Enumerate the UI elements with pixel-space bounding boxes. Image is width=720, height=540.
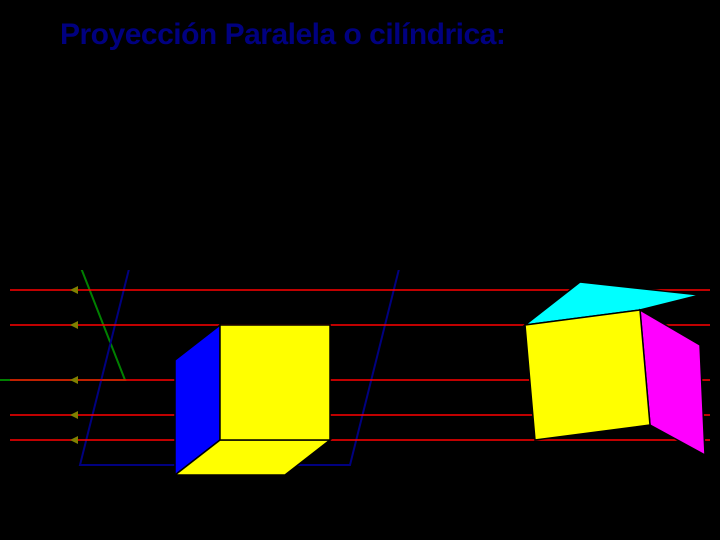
projection-diagram: [0, 270, 720, 540]
slide-title: Proyección Paralela o cilíndrica:: [60, 18, 580, 52]
arrowhead-icon: [70, 286, 78, 294]
arrowhead-icon: [70, 321, 78, 329]
left-cube-front-face: [220, 325, 330, 440]
right-cube: [525, 282, 705, 455]
right-cube-right-face: [640, 310, 705, 455]
arrowhead-icon: [70, 436, 78, 444]
body-text-content: El centro de proyección se considera en …: [68, 126, 609, 227]
slide-body: El centro de proyección se considera en …: [68, 126, 628, 227]
arrowhead-icon: [70, 411, 78, 419]
arrowhead-icon: [70, 376, 78, 384]
left-cube: [175, 325, 330, 475]
slide: Proyección Paralela o cilíndrica: El cen…: [0, 0, 720, 540]
right-cube-front-face: [525, 310, 650, 440]
